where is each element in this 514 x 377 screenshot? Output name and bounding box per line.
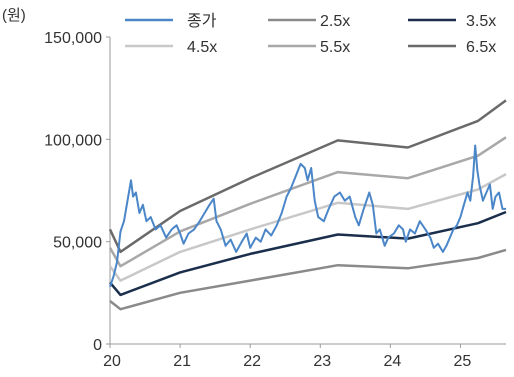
- y-tick-label: 50,000: [53, 235, 102, 252]
- x-tick-label: 20: [103, 353, 121, 370]
- legend-label: 6.5x: [466, 39, 496, 56]
- series-line-5-5x: [108, 136, 507, 268]
- legend-label: 2.5x: [320, 13, 350, 30]
- y-unit-label: (원): [2, 7, 26, 24]
- series-line-2-5x: [109, 248, 507, 311]
- legend-label: 3.5x: [466, 13, 496, 30]
- legend: 종가 2.5x 3.5x 4.5x 5.5x 6.5x: [125, 12, 496, 56]
- series-line-종가: [109, 144, 506, 288]
- series-layer: [108, 99, 507, 311]
- y-axis: 0 50,000 100,000 150,000: [44, 30, 111, 354]
- series-line-4-5x: [108, 173, 507, 282]
- legend-label: 4.5x: [187, 39, 217, 56]
- x-tick-label: 25: [454, 353, 472, 370]
- x-axis: 20 21 22 23 24 25: [103, 343, 506, 370]
- legend-label: 5.5x: [320, 39, 350, 56]
- x-tick-label: 22: [243, 353, 261, 370]
- y-tick-label: 100,000: [44, 132, 102, 149]
- x-tick-label: 23: [313, 353, 331, 370]
- y-tick-label: 0: [93, 337, 102, 354]
- legend-label: 종가: [187, 12, 217, 30]
- x-tick-label: 24: [383, 353, 401, 370]
- series-line-6-5x: [108, 99, 507, 254]
- x-tick-label: 21: [173, 353, 191, 370]
- y-tick-label: 150,000: [44, 30, 102, 47]
- series-line-3-5x: [109, 210, 507, 297]
